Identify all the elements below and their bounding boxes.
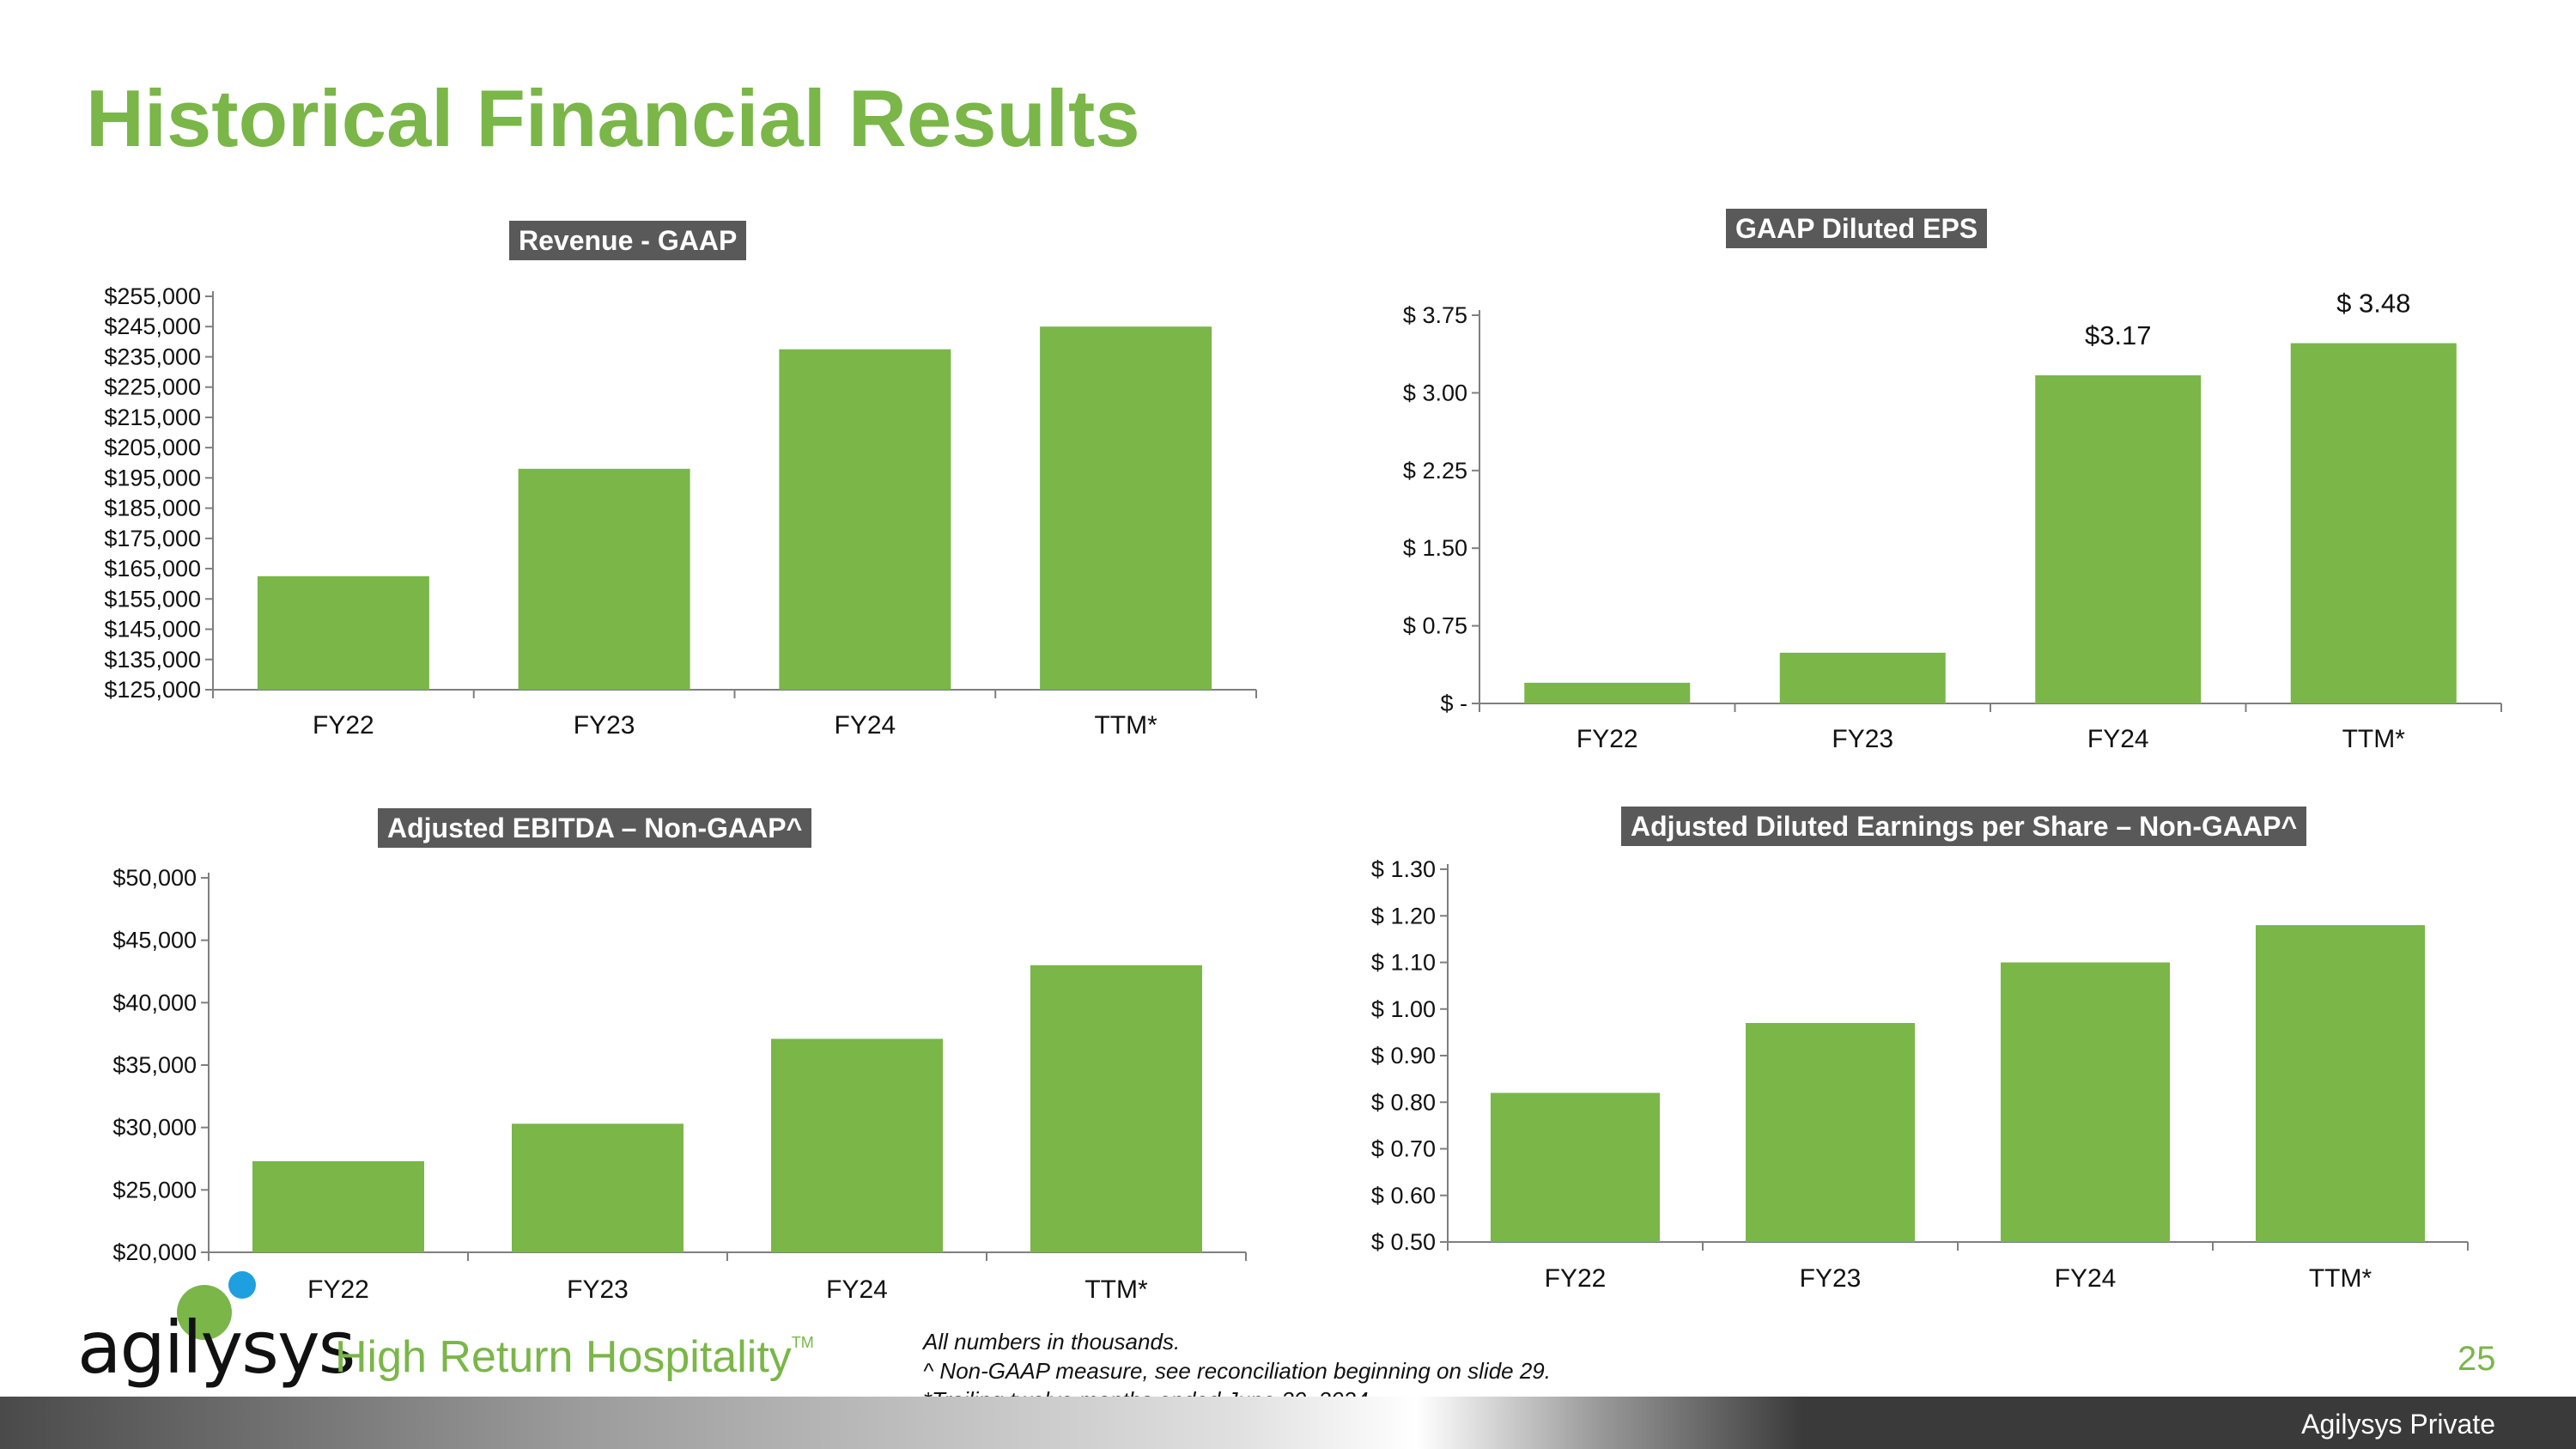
adj-eps-bar [1491, 1093, 1660, 1242]
footnote-non-gaap: ^ Non-GAAP measure, see reconciliation b… [923, 1358, 1551, 1384]
adj-eps-y-tick-label: $ 0.80 [1371, 1089, 1436, 1115]
revenue-y-tick-label: $195,000 [104, 465, 201, 490]
revenue-chart-title: Revenue - GAAP [509, 221, 747, 260]
logo-green-dot [177, 1285, 232, 1340]
revenue-category-label: FY23 [574, 711, 635, 740]
adj-eps-y-tick-label: $ 0.90 [1371, 1043, 1436, 1068]
ebitda-bar [252, 1160, 424, 1252]
adj-eps-y-tick-label: $ 1.00 [1371, 996, 1436, 1022]
revenue-bar [1040, 326, 1212, 690]
eps-category-label: FY22 [1577, 725, 1638, 753]
ebitda-y-tick-label: $30,000 [112, 1115, 197, 1141]
revenue-y-tick-label: $205,000 [104, 435, 201, 460]
adj-eps-bar [2256, 925, 2425, 1242]
eps-data-label: $3.17 [2085, 320, 2152, 350]
footer-label: Agilysys Private [2301, 1409, 2495, 1440]
ebitda-y-tick-label: $20,000 [112, 1239, 197, 1265]
adj-eps-bar [2001, 962, 2170, 1242]
eps-y-tick-label: $ 2.25 [1403, 458, 1467, 484]
eps-bar [2035, 374, 2202, 703]
ebitda-chart-title: Adjusted EBITDA – Non-GAAP^ [378, 808, 812, 848]
logo-blue-dot [228, 1271, 256, 1299]
revenue-y-tick-label: $225,000 [104, 374, 201, 400]
adj-eps-category-label: FY22 [1545, 1264, 1607, 1293]
adj-eps-y-tick-label: $ 1.20 [1371, 903, 1436, 928]
page-title: Historical Financial Results [86, 73, 1140, 163]
page-number: 25 [2458, 1340, 2496, 1378]
agilysys-logo: agilysys High Return HospitalityTM [77, 1271, 850, 1400]
logo-trademark: TM [791, 1334, 814, 1351]
eps-category-label: FY24 [2087, 725, 2149, 753]
adj-eps-y-tick-label: $ 0.70 [1371, 1136, 1436, 1162]
ebitda-category-label: FY22 [307, 1275, 369, 1304]
revenue-y-tick-label: $145,000 [104, 617, 201, 642]
adj-eps-category-label: FY23 [1800, 1264, 1862, 1293]
eps-data-label: $ 3.48 [2336, 289, 2410, 319]
ebitda-category-label: TTM* [1084, 1275, 1148, 1304]
footer-bar [0, 1397, 2576, 1449]
revenue-y-tick-label: $135,000 [104, 647, 201, 673]
eps-bar [1524, 682, 1691, 703]
adj-eps-y-tick-label: $ 0.60 [1371, 1183, 1436, 1209]
revenue-bar [257, 575, 429, 690]
eps-y-tick-label: $ 3.75 [1403, 302, 1467, 328]
adj-eps-y-tick-label: $ 0.50 [1371, 1229, 1436, 1255]
eps-category-label: TTM* [2342, 725, 2406, 753]
eps-y-tick-label: $ 1.50 [1403, 535, 1467, 561]
revenue-y-tick-label: $155,000 [104, 586, 201, 612]
ebitda-y-tick-label: $25,000 [112, 1177, 197, 1202]
logo-tagline-text: High Return Hospitality [335, 1332, 792, 1382]
ebitda-bar [771, 1038, 943, 1252]
logo-tagline: High Return HospitalityTM [335, 1331, 814, 1383]
eps-chart-title: GAAP Diluted EPS [1726, 209, 1988, 248]
adj-eps-category-label: TTM* [2309, 1264, 2372, 1293]
ebitda-category-label: FY23 [567, 1275, 629, 1304]
revenue-y-tick-label: $185,000 [104, 496, 201, 521]
eps-y-tick-label: $ 3.00 [1403, 380, 1467, 405]
eps-y-tick-label: $ - [1440, 691, 1467, 716]
ebitda-bar [512, 1123, 683, 1252]
revenue-y-tick-label: $165,000 [104, 556, 201, 581]
revenue-category-label: TTM* [1094, 711, 1157, 740]
revenue-bar [518, 468, 690, 690]
eps-y-tick-label: $ 0.75 [1403, 613, 1467, 639]
eps-bar [1779, 652, 1946, 703]
footnote-thousands: All numbers in thousands. [923, 1329, 1181, 1355]
adj-eps-y-tick-label: $ 1.10 [1371, 950, 1436, 976]
adj-eps-category-label: FY24 [2055, 1264, 2117, 1293]
eps-bar [2290, 343, 2457, 703]
ebitda-y-tick-label: $35,000 [112, 1052, 197, 1078]
ebitda-y-tick-label: $45,000 [112, 928, 197, 953]
revenue-y-tick-label: $245,000 [104, 314, 201, 339]
revenue-bar [779, 349, 951, 690]
logo-wordmark: agilysys [77, 1306, 355, 1390]
revenue-category-label: FY22 [313, 711, 374, 740]
revenue-category-label: FY24 [835, 711, 896, 740]
adj-eps-chart-title: Adjusted Diluted Earnings per Share – No… [1621, 807, 2307, 846]
revenue-y-tick-label: $235,000 [104, 344, 201, 369]
revenue-y-tick-label: $255,000 [104, 283, 201, 309]
ebitda-category-label: FY24 [826, 1275, 888, 1304]
revenue-y-tick-label: $215,000 [104, 405, 201, 430]
ebitda-y-tick-label: $50,000 [112, 865, 197, 891]
adj-eps-y-tick-label: $ 1.30 [1371, 856, 1436, 882]
eps-category-label: FY23 [1832, 725, 1893, 753]
revenue-y-tick-label: $175,000 [104, 526, 201, 551]
revenue-y-tick-label: $125,000 [104, 677, 201, 703]
ebitda-bar [1030, 965, 1202, 1252]
ebitda-y-tick-label: $40,000 [112, 989, 197, 1015]
adj-eps-bar [1746, 1023, 1915, 1242]
